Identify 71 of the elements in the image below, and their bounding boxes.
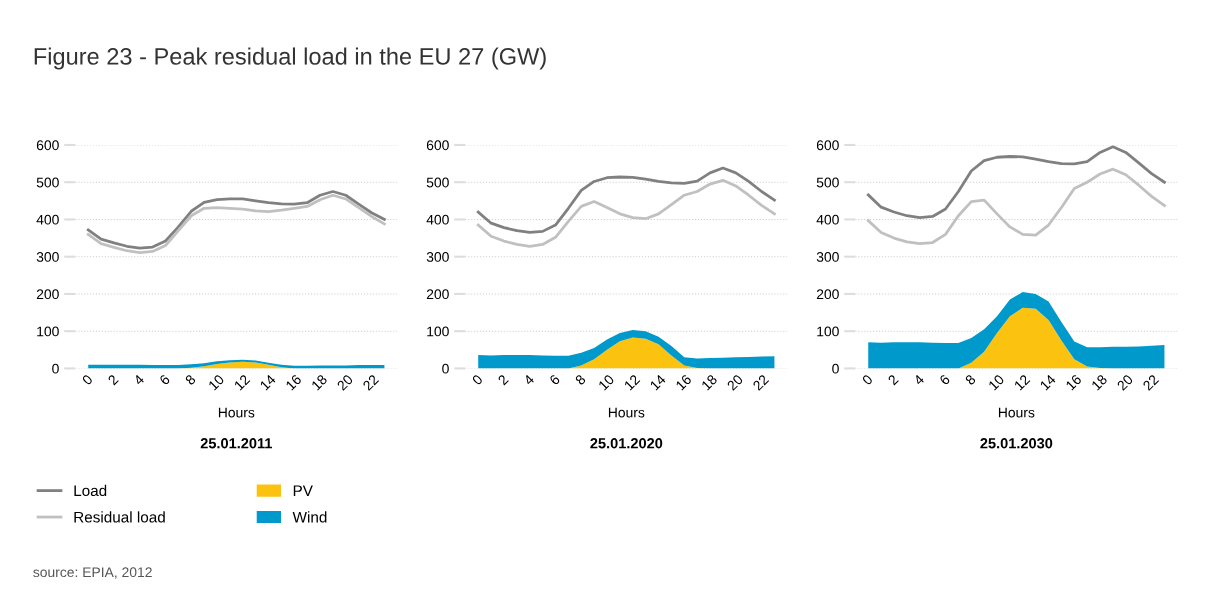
y-tick-label: 100 — [427, 326, 449, 337]
y-tick-label: 600 — [426, 140, 449, 151]
y-tick-label: 200 — [816, 289, 839, 300]
line-series — [476, 166, 776, 234]
y-tick-label: 300 — [816, 252, 839, 262]
y-tick-label: 600 — [816, 140, 839, 151]
y-tick-label: 600 — [36, 140, 59, 151]
text: 25.01.2011 — [200, 438, 273, 449]
x-tick-label: 10 — [207, 373, 225, 391]
text: 25.01.2030 — [980, 438, 1053, 449]
x-tick-label: 14 — [649, 373, 667, 391]
x-tick-label: 0 — [81, 373, 94, 386]
y-tick-label: 100 — [817, 326, 839, 337]
x-axis-title: Hours — [608, 407, 645, 418]
x-tick-label: 0 — [471, 373, 484, 386]
y-tick-label: 300 — [426, 252, 449, 262]
y-tick-label: 100 — [37, 326, 59, 337]
y-tick-label: 0 — [832, 363, 839, 374]
y-tick-label: 500 — [426, 177, 449, 188]
legend-label: PV — [293, 485, 313, 496]
x-tick-label: 20 — [336, 373, 354, 391]
x-tick-label: 20 — [726, 373, 744, 391]
x-tick-label: 0 — [861, 373, 874, 386]
x-tick-label: 8 — [964, 373, 977, 386]
y-tick-label: 400 — [426, 214, 449, 225]
x-tick-label: 14 — [1039, 373, 1057, 391]
y-tick-label: 400 — [36, 214, 59, 225]
x-tick-label: 8 — [184, 373, 197, 386]
x-tick-label: 22 — [752, 374, 770, 391]
x-tick-label: 18 — [1091, 373, 1108, 391]
x-tick-label: 6 — [158, 373, 171, 386]
y-tick-label: 200 — [426, 289, 449, 300]
x-tick-label: 12 — [1013, 374, 1031, 391]
x-tick-label: 10 — [597, 373, 615, 391]
legend-label: Residual load — [74, 511, 165, 523]
x-tick-label: 4 — [133, 373, 145, 386]
x-tick-label: 16 — [1065, 373, 1082, 391]
source-note: source: EPIA, 2012 — [33, 567, 152, 579]
y-tick-label: 500 — [816, 177, 839, 188]
x-axis-title: Hours — [998, 407, 1035, 418]
line-series — [866, 145, 1166, 219]
legend-label: Load — [74, 484, 107, 497]
x-tick-label: 8 — [574, 373, 587, 386]
chart-title: Figure 23 - Peak residual load in the EU 27 (GW) — [34, 47, 546, 70]
text: 25.01.2020 — [590, 438, 663, 449]
x-tick-label: 16 — [285, 373, 302, 391]
x-tick-label: 16 — [675, 373, 692, 391]
x-tick-label: 10 — [988, 373, 1005, 391]
x-tick-label: 22 — [362, 374, 380, 391]
x-tick-label: 18 — [701, 373, 718, 391]
y-tick-label: 400 — [816, 214, 839, 225]
legend-label: Wind — [292, 511, 327, 523]
y-tick-label: 300 — [36, 252, 59, 262]
x-tick-label: 2 — [497, 374, 509, 386]
y-tick-label: 0 — [442, 363, 449, 374]
x-tick-label: 22 — [1142, 374, 1160, 391]
x-tick-label: 4 — [523, 373, 535, 386]
y-tick-label: 200 — [36, 289, 59, 300]
x-tick-label: 12 — [233, 374, 251, 391]
x-tick-label: 4 — [913, 373, 925, 386]
y-tick-label: 500 — [36, 177, 59, 188]
x-tick-label: 18 — [311, 373, 328, 391]
x-tick-label: 2 — [887, 374, 899, 386]
y-tick-label: 0 — [52, 363, 59, 374]
x-tick-label: 12 — [623, 374, 641, 391]
x-tick-label: 2 — [107, 374, 119, 386]
x-tick-label: 20 — [1116, 373, 1134, 391]
x-tick-label: 14 — [259, 373, 277, 391]
x-tick-label: 6 — [938, 373, 951, 386]
x-axis-title: Hours — [218, 407, 255, 418]
x-tick-label: 6 — [548, 373, 561, 386]
